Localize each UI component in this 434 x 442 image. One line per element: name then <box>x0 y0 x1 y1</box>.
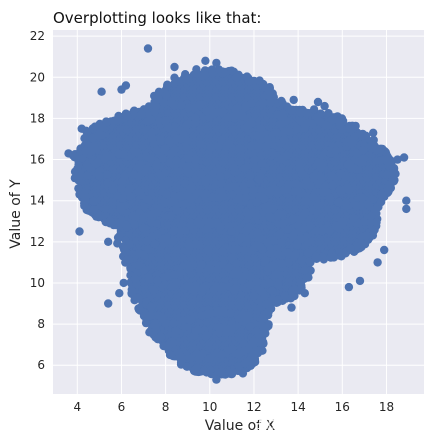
y-tick-label: 12 <box>30 235 45 249</box>
x-tick-label: 4 <box>73 400 81 414</box>
x-tick-label: 12 <box>246 400 261 414</box>
x-tick-label: 8 <box>162 400 170 414</box>
y-tick-label: 10 <box>30 276 45 290</box>
tick-labels: 4 6 8 10 12 14 16 18 6 8 10 12 14 16 18 20 22 <box>30 29 394 414</box>
y-tick-label: 18 <box>30 111 45 125</box>
x-tick-label: 14 <box>290 400 305 414</box>
y-tick-label: 22 <box>30 29 45 43</box>
chart-title: Overplotting looks like that: <box>53 9 261 27</box>
x-tick-label: 10 <box>202 400 217 414</box>
y-tick-label: 6 <box>37 358 45 372</box>
y-tick-label: 8 <box>37 317 45 331</box>
y-tick-label: 14 <box>30 194 45 208</box>
x-tick-label: 16 <box>335 400 350 414</box>
y-tick-label: 16 <box>30 153 45 167</box>
x-tick-label: 6 <box>118 400 126 414</box>
data-points <box>64 44 411 384</box>
x-tick-label: 18 <box>379 400 394 414</box>
y-tick-label: 20 <box>30 70 45 84</box>
